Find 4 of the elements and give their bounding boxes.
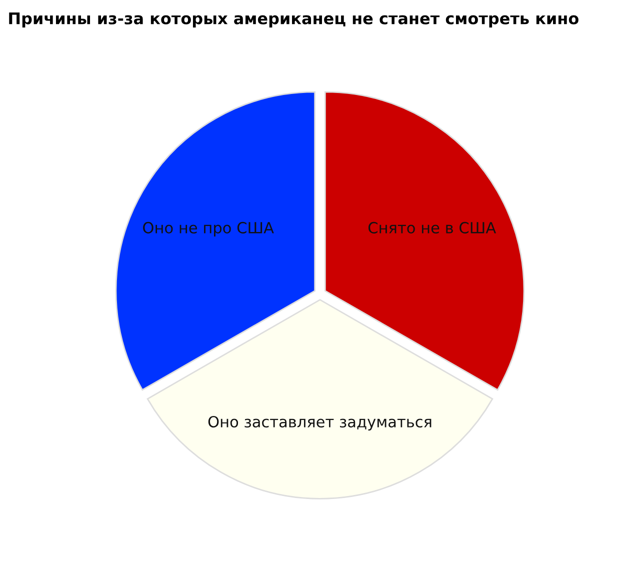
slice-label: Оно заставляет задуматься [208,416,432,430]
slice-label: Снято не в США [368,222,496,234]
slice-label: Оно не про США [143,222,274,236]
chart-title: Причины из-за которых американец не станет смотреть кино [9,12,578,28]
